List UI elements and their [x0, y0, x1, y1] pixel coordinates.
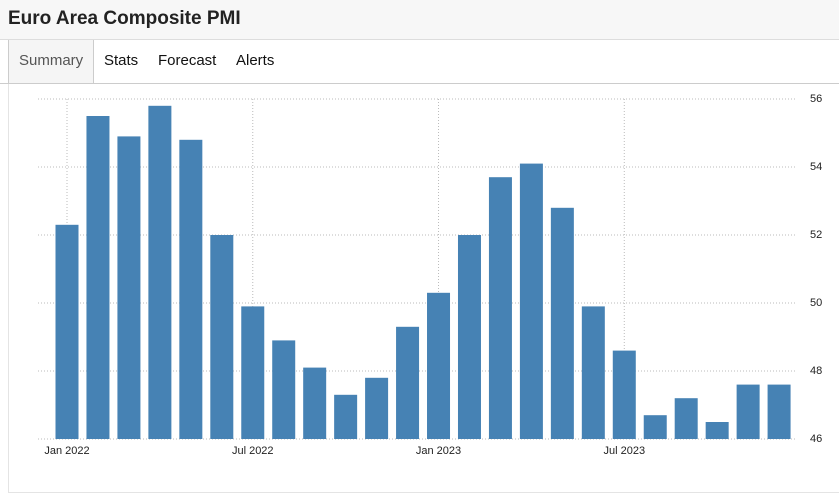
y-tick-label: 56	[810, 93, 822, 105]
tab-bar: Summary Stats Forecast Alerts	[0, 40, 839, 84]
y-tick-label: 54	[810, 161, 822, 173]
bar	[179, 139, 203, 440]
x-tick-label: Jul 2022	[232, 445, 274, 457]
bar	[272, 340, 296, 439]
bar	[210, 235, 234, 439]
x-tick-label: Jan 2022	[44, 445, 89, 457]
bar	[396, 326, 420, 439]
bar	[303, 367, 327, 439]
y-tick-label: 52	[810, 229, 822, 241]
bar	[86, 116, 110, 439]
tab[interactable]: Forecast	[158, 52, 217, 69]
bar	[457, 235, 481, 439]
bar	[674, 398, 698, 439]
header: Euro Area Composite PMI	[0, 0, 839, 40]
bar	[365, 377, 389, 439]
bar	[427, 292, 451, 439]
tab[interactable]: Summary	[8, 40, 94, 83]
y-tick-label: 46	[810, 433, 822, 445]
bar	[148, 105, 172, 440]
y-tick-label: 50	[810, 297, 822, 309]
bar	[519, 163, 543, 439]
x-tick-label: Jan 2023	[416, 445, 461, 457]
bar	[612, 350, 636, 439]
bar	[767, 384, 791, 439]
y-tick-label: 48	[810, 365, 822, 377]
bar	[334, 394, 358, 439]
bar	[736, 384, 760, 439]
chart: 46 48 50 52 54 56 Jan 2022 Jul 2022 Jan 2023 Jul …	[38, 93, 822, 457]
bar	[241, 306, 265, 439]
tab[interactable]: Stats	[104, 52, 139, 69]
bar	[55, 224, 79, 439]
bar	[117, 136, 141, 439]
chart-panel	[8, 84, 839, 493]
bar	[581, 306, 605, 439]
x-tick-label: Jul 2023	[603, 445, 645, 457]
bar	[550, 207, 574, 439]
tab[interactable]: Alerts	[236, 52, 275, 69]
bar	[643, 415, 667, 439]
bar	[705, 422, 729, 439]
page-title: Euro Area Composite PMI	[8, 8, 241, 29]
bar	[488, 177, 512, 439]
